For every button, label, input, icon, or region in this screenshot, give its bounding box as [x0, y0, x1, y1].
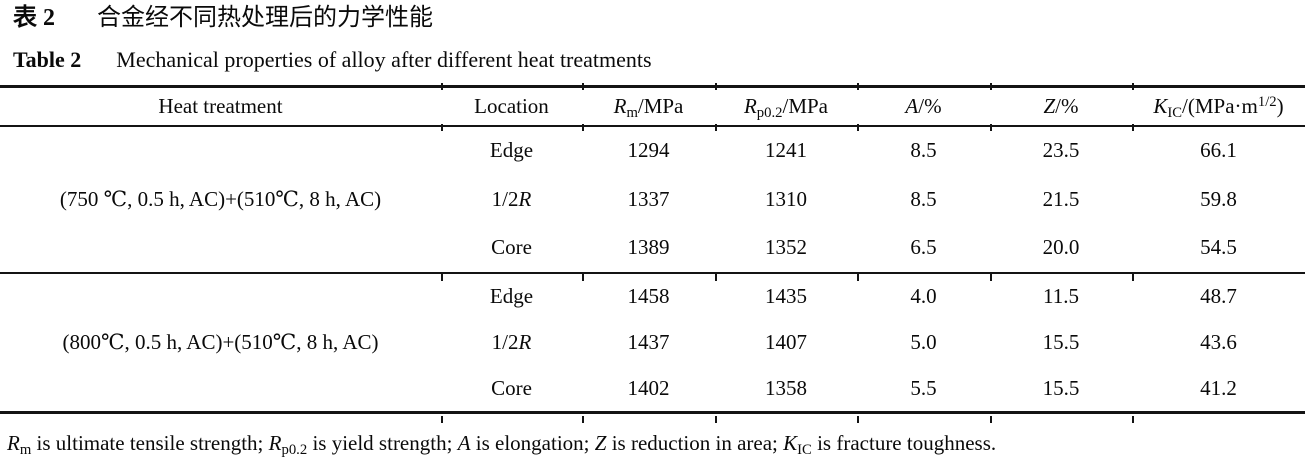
location-cell: Edge: [489, 138, 534, 162]
table-header: Heat treatment Location Rm/MPa Rp0.2/MPa…: [0, 87, 1305, 126]
kic-cell: 54.5: [1200, 235, 1237, 259]
caption-en-label: Table 2: [13, 47, 82, 72]
a-cell: 5.5: [910, 375, 937, 400]
treatment-cell: (750 ℃, 0.5 h, AC)+(510℃, 8 h, AC): [59, 186, 382, 211]
treatment-group-2: (800℃, 0.5 h, AC)+(510℃, 8 h, AC) Edge 1…: [0, 272, 1305, 413]
unit: /MPa: [782, 93, 829, 118]
column-header-z: Z/%: [990, 87, 1132, 126]
table-row: (750 ℃, 0.5 h, AC)+(510℃, 8 h, AC) Edge …: [0, 126, 1305, 211]
z-cell: 23.5: [1042, 138, 1080, 162]
footnote-part: A is elongation;: [457, 431, 595, 455]
kic-cell: 48.7: [1200, 283, 1237, 308]
column-header-location: Location: [441, 87, 582, 126]
symbol: Z: [1043, 93, 1056, 118]
footnote: Rm is ultimate tensile strength; Rp0.2 i…: [7, 428, 996, 458]
z-cell: 15.5: [1042, 375, 1080, 400]
caption-cn-text: 合金经不同热处理后的力学性能: [97, 5, 433, 31]
kic-cell: 59.8: [1200, 186, 1237, 211]
z-cell: 20.0: [1042, 235, 1080, 259]
location-cell: 1/2R: [491, 329, 532, 354]
caption-en: Table 2 Mechanical properties of alloy af…: [13, 46, 652, 74]
unit: /%: [1055, 93, 1079, 118]
unit-close: ): [1276, 93, 1284, 118]
unit: /(MPa·m: [1182, 93, 1258, 118]
rm-cell: 1294: [627, 138, 670, 162]
column-header-heat-treatment: Heat treatment: [0, 87, 441, 126]
treatment-cell: (800℃, 0.5 h, AC)+(510℃, 8 h, AC): [62, 329, 379, 354]
z-cell: 15.5: [1042, 329, 1080, 354]
rp02-cell: 1352: [765, 235, 807, 259]
kic-cell: 41.2: [1200, 375, 1237, 400]
column-header-rp02: Rp0.2/MPa: [715, 87, 857, 126]
rm-cell: 1458: [627, 283, 670, 308]
unit: /MPa: [637, 93, 684, 118]
symbol: K: [1153, 93, 1168, 118]
rm-cell: 1437: [627, 329, 670, 354]
table-row: Core 1389 1352 6.5 20.0 54.5: [0, 224, 1305, 273]
a-cell: 6.5: [910, 235, 937, 259]
footnote-part: Rm is ultimate tensile strength;: [7, 431, 269, 459]
column-header-rm: Rm/MPa: [582, 87, 715, 126]
table-row: Core 1402 1358 5.5 15.5 41.2: [0, 366, 1305, 413]
rm-cell: 1337: [627, 186, 670, 211]
subscript: m: [626, 104, 638, 121]
rp02-cell: 1241: [765, 138, 807, 162]
caption-cn: 表 2 合金经不同热处理后的力学性能: [13, 3, 433, 33]
superscript: 1/2: [1257, 93, 1277, 110]
kic-cell: 43.6: [1200, 329, 1237, 354]
symbol: A: [905, 93, 919, 118]
column-header-a: A/%: [857, 87, 990, 126]
symbol: R: [743, 93, 757, 118]
footnote-part: Z is reduction in area;: [594, 431, 784, 455]
unit: /%: [918, 93, 942, 118]
location-cell: Core: [491, 375, 532, 400]
rm-cell: 1402: [627, 375, 670, 400]
header-label: Location: [474, 93, 549, 118]
column-header-kic: KIC/(MPa·m1/2): [1132, 87, 1305, 126]
rp02-cell: 1435: [765, 283, 807, 308]
a-cell: 5.0: [910, 329, 937, 354]
rm-cell: 1389: [627, 235, 670, 259]
subscript: p0.2: [756, 104, 783, 121]
table-row: 1/2R 1337 1310 8.5 21.5 59.8: [0, 175, 1305, 224]
a-cell: 8.5: [910, 138, 937, 162]
footnote-part: KIC is fracture toughness.: [783, 431, 997, 459]
rp02-cell: 1310: [765, 186, 807, 211]
table-row: (800℃, 0.5 h, AC)+(510℃, 8 h, AC) Edge 1…: [0, 273, 1305, 354]
header-label: Heat treatment: [158, 93, 283, 118]
caption-en-text: Mechanical properties of alloy after dif…: [116, 47, 652, 72]
mechanical-properties-table: Heat treatment Location Rm/MPa Rp0.2/MPa…: [0, 85, 1305, 414]
rp02-cell: 1407: [765, 329, 807, 354]
location-cell: 1/2R: [491, 186, 532, 211]
z-cell: 11.5: [1043, 283, 1079, 308]
subscript: IC: [1167, 104, 1183, 121]
footnote-part: Rp0.2 is yield strength;: [268, 431, 458, 459]
treatment-group-1: (750 ℃, 0.5 h, AC)+(510℃, 8 h, AC) Edge …: [0, 126, 1305, 273]
header-row: Heat treatment Location Rm/MPa Rp0.2/MPa…: [0, 87, 1305, 126]
location-cell: Core: [491, 235, 532, 259]
z-cell: 21.5: [1042, 186, 1080, 211]
a-cell: 4.0: [910, 283, 937, 308]
table-row: 1/2R 1437 1407 5.0 15.5 43.6: [0, 319, 1305, 366]
location-cell: Edge: [489, 283, 534, 308]
rp02-cell: 1358: [765, 375, 807, 400]
symbol: R: [613, 93, 627, 118]
kic-cell: 66.1: [1200, 138, 1237, 162]
a-cell: 8.5: [910, 186, 937, 211]
caption-cn-label: 表 2: [13, 5, 55, 31]
